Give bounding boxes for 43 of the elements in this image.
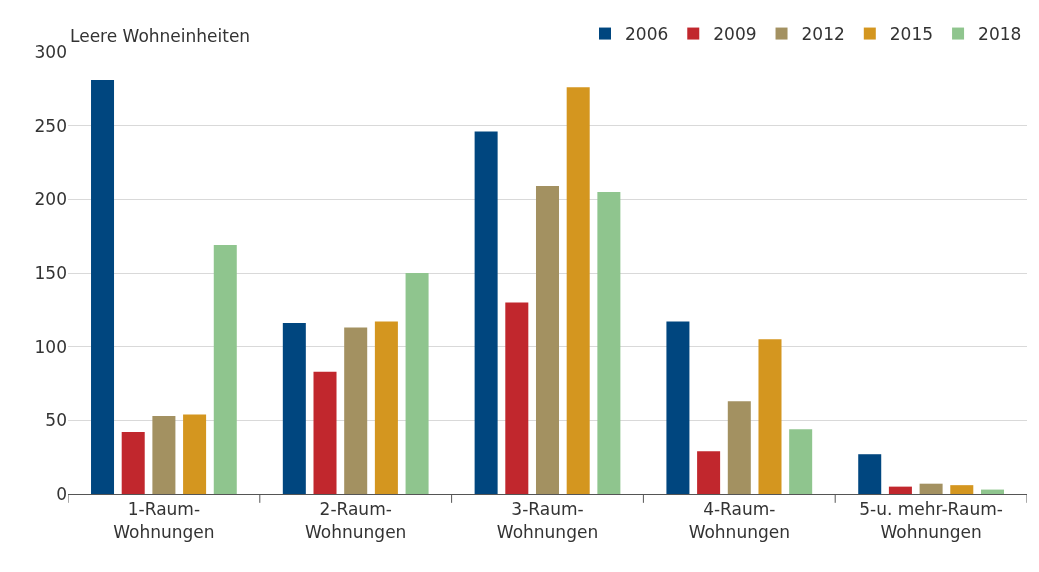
y-axis-title: Leere Wohneinheiten bbox=[70, 26, 251, 46]
bar bbox=[697, 451, 721, 494]
bar bbox=[980, 489, 1004, 494]
bar bbox=[91, 79, 115, 494]
bar bbox=[758, 339, 782, 494]
y-tick-label: 0 bbox=[56, 483, 67, 504]
bar bbox=[121, 432, 145, 494]
bar bbox=[313, 371, 337, 494]
bar bbox=[282, 323, 306, 494]
bar bbox=[374, 321, 398, 494]
legend-label: 2012 bbox=[801, 24, 845, 45]
bar bbox=[858, 454, 882, 494]
y-tick-label: 150 bbox=[34, 262, 67, 283]
x-tick-label: 3-Raum- Wohnungen bbox=[496, 499, 599, 542]
y-tick-label: 100 bbox=[34, 336, 67, 357]
legend-label: 2006 bbox=[625, 24, 669, 45]
bar bbox=[727, 401, 751, 494]
legend-label: 2018 bbox=[978, 24, 1022, 45]
y-tick-label: 300 bbox=[34, 41, 67, 62]
bar bbox=[535, 186, 560, 494]
x-tick-label: 2-Raum- Wohnungen bbox=[305, 499, 407, 542]
x-tick-label: 5-u. mehr-Raum- Wohnungen bbox=[859, 499, 1003, 542]
y-tick-label: 250 bbox=[34, 115, 67, 136]
bar bbox=[666, 321, 690, 494]
y-tick-label: 50 bbox=[45, 410, 67, 431]
bar bbox=[183, 414, 207, 494]
bar bbox=[213, 245, 237, 494]
bar bbox=[152, 415, 176, 494]
bar bbox=[405, 273, 429, 494]
bar bbox=[789, 429, 813, 494]
bar bbox=[950, 485, 974, 494]
legend-label: 2009 bbox=[713, 24, 757, 45]
x-tick-label: 4-Raum- Wohnungen bbox=[688, 499, 790, 542]
bar bbox=[474, 131, 498, 494]
y-tick-label: 200 bbox=[34, 189, 67, 210]
bar bbox=[597, 191, 621, 494]
bar bbox=[566, 87, 590, 494]
bar bbox=[888, 486, 912, 494]
legend-label: 2015 bbox=[889, 24, 934, 45]
bar bbox=[505, 302, 529, 494]
bar bbox=[344, 327, 368, 494]
x-tick-label: 1-Raum- Wohnungen bbox=[113, 499, 215, 542]
bar bbox=[919, 483, 943, 494]
